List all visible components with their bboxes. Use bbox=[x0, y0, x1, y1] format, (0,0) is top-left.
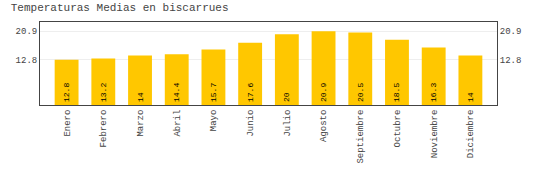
svg-text:Octubre: Octubre bbox=[393, 110, 403, 148]
svg-text:Noviembre: Noviembre bbox=[430, 110, 440, 159]
svg-text:Abril: Abril bbox=[173, 110, 183, 137]
svg-text:Mayo: Mayo bbox=[209, 110, 219, 132]
svg-text:Septiembre: Septiembre bbox=[356, 110, 366, 164]
svg-text:18.5: 18.5 bbox=[392, 83, 401, 102]
svg-text:20.5: 20.5 bbox=[356, 83, 365, 102]
svg-text:Febrero: Febrero bbox=[99, 110, 109, 148]
svg-text:12.8: 12.8 bbox=[500, 56, 522, 66]
svg-text:20.9: 20.9 bbox=[500, 27, 522, 37]
svg-text:Temperaturas Medias en biscarr: Temperaturas Medias en biscarrues bbox=[11, 2, 229, 14]
svg-text:17.6: 17.6 bbox=[246, 83, 255, 102]
svg-text:Marzo: Marzo bbox=[136, 110, 146, 137]
svg-text:20.9: 20.9 bbox=[16, 27, 38, 37]
svg-text:Julio: Julio bbox=[283, 110, 293, 137]
svg-text:16.3: 16.3 bbox=[429, 83, 438, 102]
svg-text:Enero: Enero bbox=[63, 110, 73, 137]
svg-text:Junio: Junio bbox=[246, 110, 256, 137]
svg-text:12.8: 12.8 bbox=[62, 83, 71, 102]
svg-text:14.4: 14.4 bbox=[172, 83, 181, 102]
svg-text:12.8: 12.8 bbox=[16, 56, 38, 66]
svg-text:14: 14 bbox=[466, 92, 475, 102]
svg-text:13.2: 13.2 bbox=[99, 83, 108, 102]
svg-text:Diciembre: Diciembre bbox=[466, 110, 476, 159]
svg-text:20: 20 bbox=[282, 92, 291, 102]
svg-text:14: 14 bbox=[136, 92, 145, 102]
svg-text:15.7: 15.7 bbox=[209, 83, 218, 102]
svg-text:Agosto: Agosto bbox=[319, 110, 329, 142]
svg-text:20.9: 20.9 bbox=[319, 83, 328, 102]
